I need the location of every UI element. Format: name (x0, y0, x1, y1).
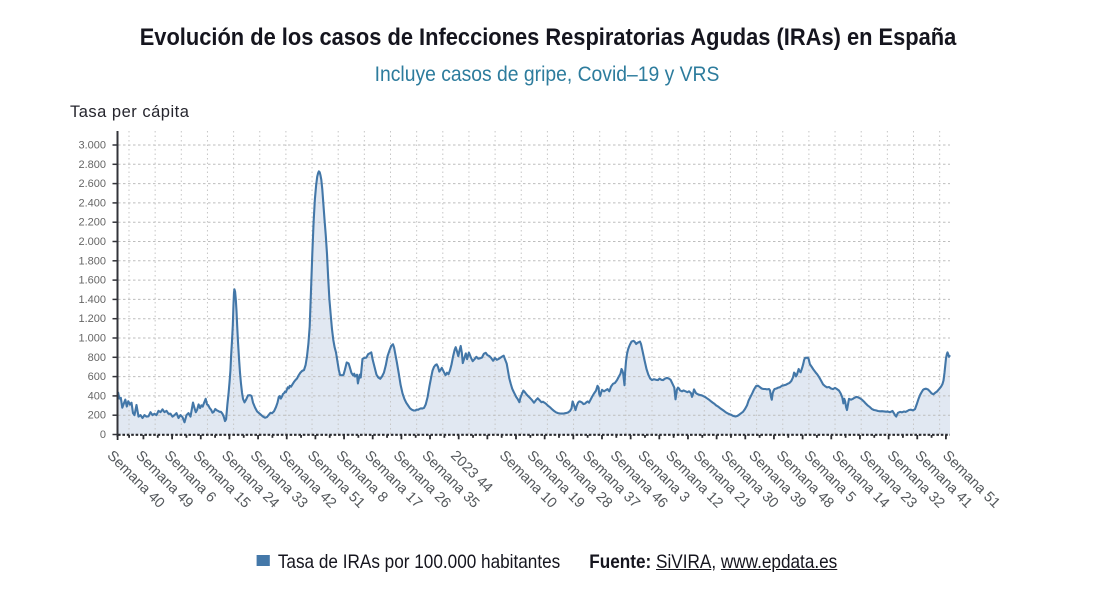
svg-text:1.000: 1.000 (78, 333, 106, 345)
svg-text:2.200: 2.200 (78, 217, 106, 229)
svg-text:800: 800 (88, 352, 106, 364)
svg-text:0: 0 (100, 429, 106, 441)
svg-text:2.400: 2.400 (78, 197, 106, 209)
svg-text:2.600: 2.600 (78, 178, 106, 190)
svg-text:2.800: 2.800 (78, 159, 106, 171)
svg-text:400: 400 (88, 390, 106, 402)
svg-text:2.000: 2.000 (78, 236, 106, 248)
svg-text:1.600: 1.600 (78, 275, 106, 287)
svg-text:1.200: 1.200 (78, 313, 106, 325)
svg-text:1.400: 1.400 (78, 294, 106, 306)
svg-text:1.800: 1.800 (78, 255, 106, 267)
svg-text:200: 200 (88, 410, 106, 422)
svg-text:600: 600 (88, 371, 106, 383)
svg-text:3.000: 3.000 (78, 140, 106, 152)
